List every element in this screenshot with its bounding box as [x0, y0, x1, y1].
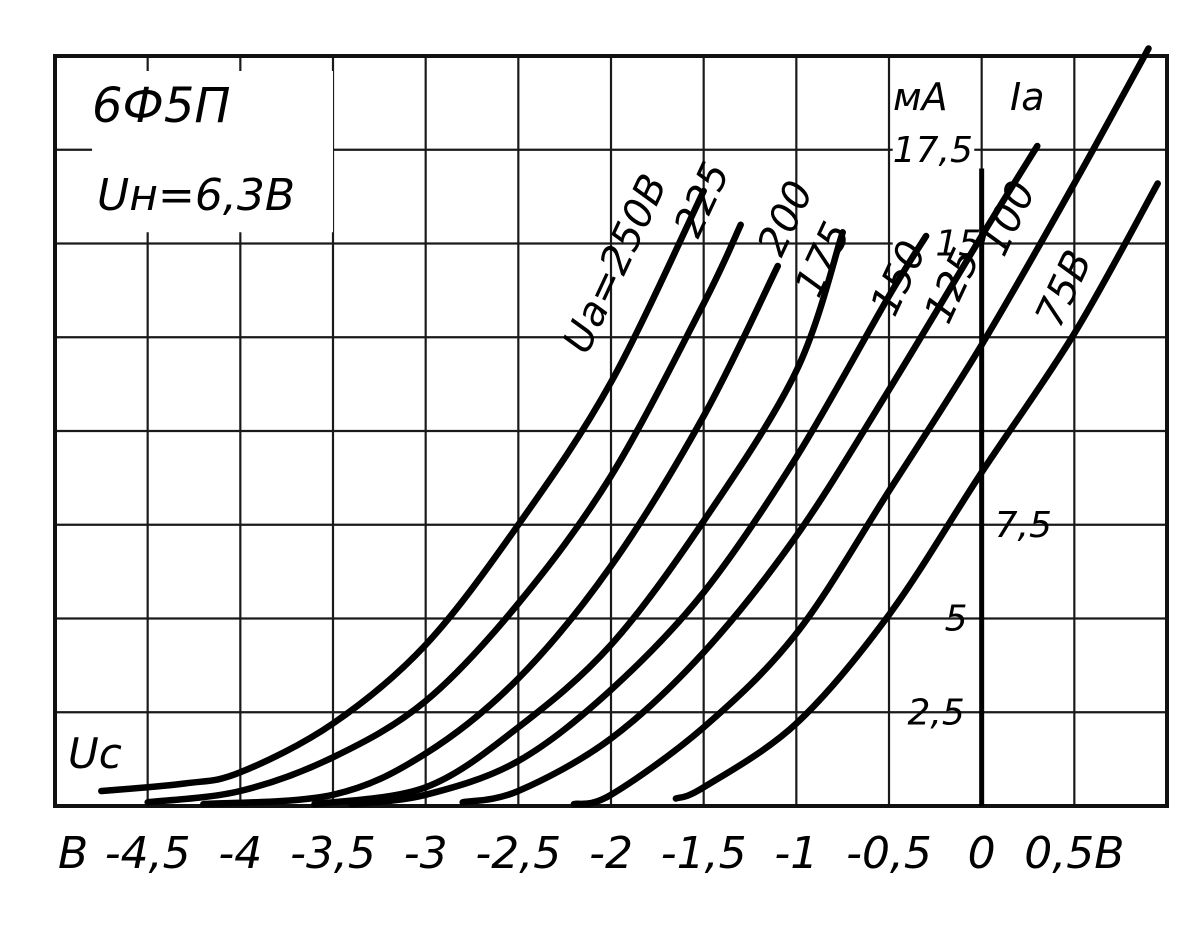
y-label-box-top	[892, 74, 975, 263]
series-line-4	[348, 232, 930, 808]
chart-subtitle: Uн=6,3В	[97, 170, 295, 221]
chart-frame	[53, 54, 1169, 808]
series-label-1: 225	[665, 155, 739, 244]
y-label-box-right	[990, 74, 1066, 139]
x-unit-label: В	[58, 828, 88, 879]
series-line-7	[672, 180, 1161, 802]
title-box	[92, 71, 333, 233]
label-boxes	[92, 71, 1066, 263]
y-axis-label: Iа	[1010, 75, 1045, 119]
series-label-0: Uа=250В	[554, 168, 676, 361]
x-tick-label-9: 0	[968, 828, 996, 879]
x-tick-label-4: -2,5	[475, 828, 561, 879]
x-tick-label-3: -3	[404, 828, 448, 879]
series-label-7: 75В	[1027, 244, 1102, 334]
series-line-5	[459, 142, 1041, 806]
x-tick-label-6: -1,5	[661, 828, 747, 879]
x-tick-labels: -4,5 -4 -3,5 -3 -2,5 -2 -1,5 -1 -0,5 0 0,5В	[105, 828, 1125, 879]
series-line-3	[311, 229, 846, 808]
x-tick-label-1: -4	[218, 828, 262, 879]
x-tick-label-5: -2	[589, 828, 633, 879]
x-tick-label-7: -1	[774, 828, 818, 879]
y-tick-label-4: 17,5	[893, 130, 973, 171]
y-tick-label-0: 2,5	[908, 692, 965, 733]
series-line-1	[144, 221, 744, 806]
chart-title: 6Ф5П	[92, 78, 231, 134]
y-tick-label-3: 15	[935, 224, 981, 265]
y-tick-label-2: 7,5	[995, 505, 1052, 546]
series-line-0	[98, 187, 707, 795]
curves	[98, 45, 1161, 808]
x-tick-label-0: -4,5	[105, 828, 191, 879]
x-tick-label-8: -0,5	[846, 828, 932, 879]
y-unit-label: мА	[893, 75, 948, 119]
y-tick-label-1: 5	[945, 599, 968, 640]
series-line-2	[200, 262, 782, 808]
x-tick-label-2: -3,5	[290, 828, 376, 879]
series-line-6	[570, 45, 1152, 808]
y-tick-labels: 2,5 5 7,5 15 17,5	[893, 130, 1052, 734]
x-tick-label-10: 0,5В	[1024, 828, 1124, 879]
x-axis-label: Uс	[68, 729, 122, 778]
